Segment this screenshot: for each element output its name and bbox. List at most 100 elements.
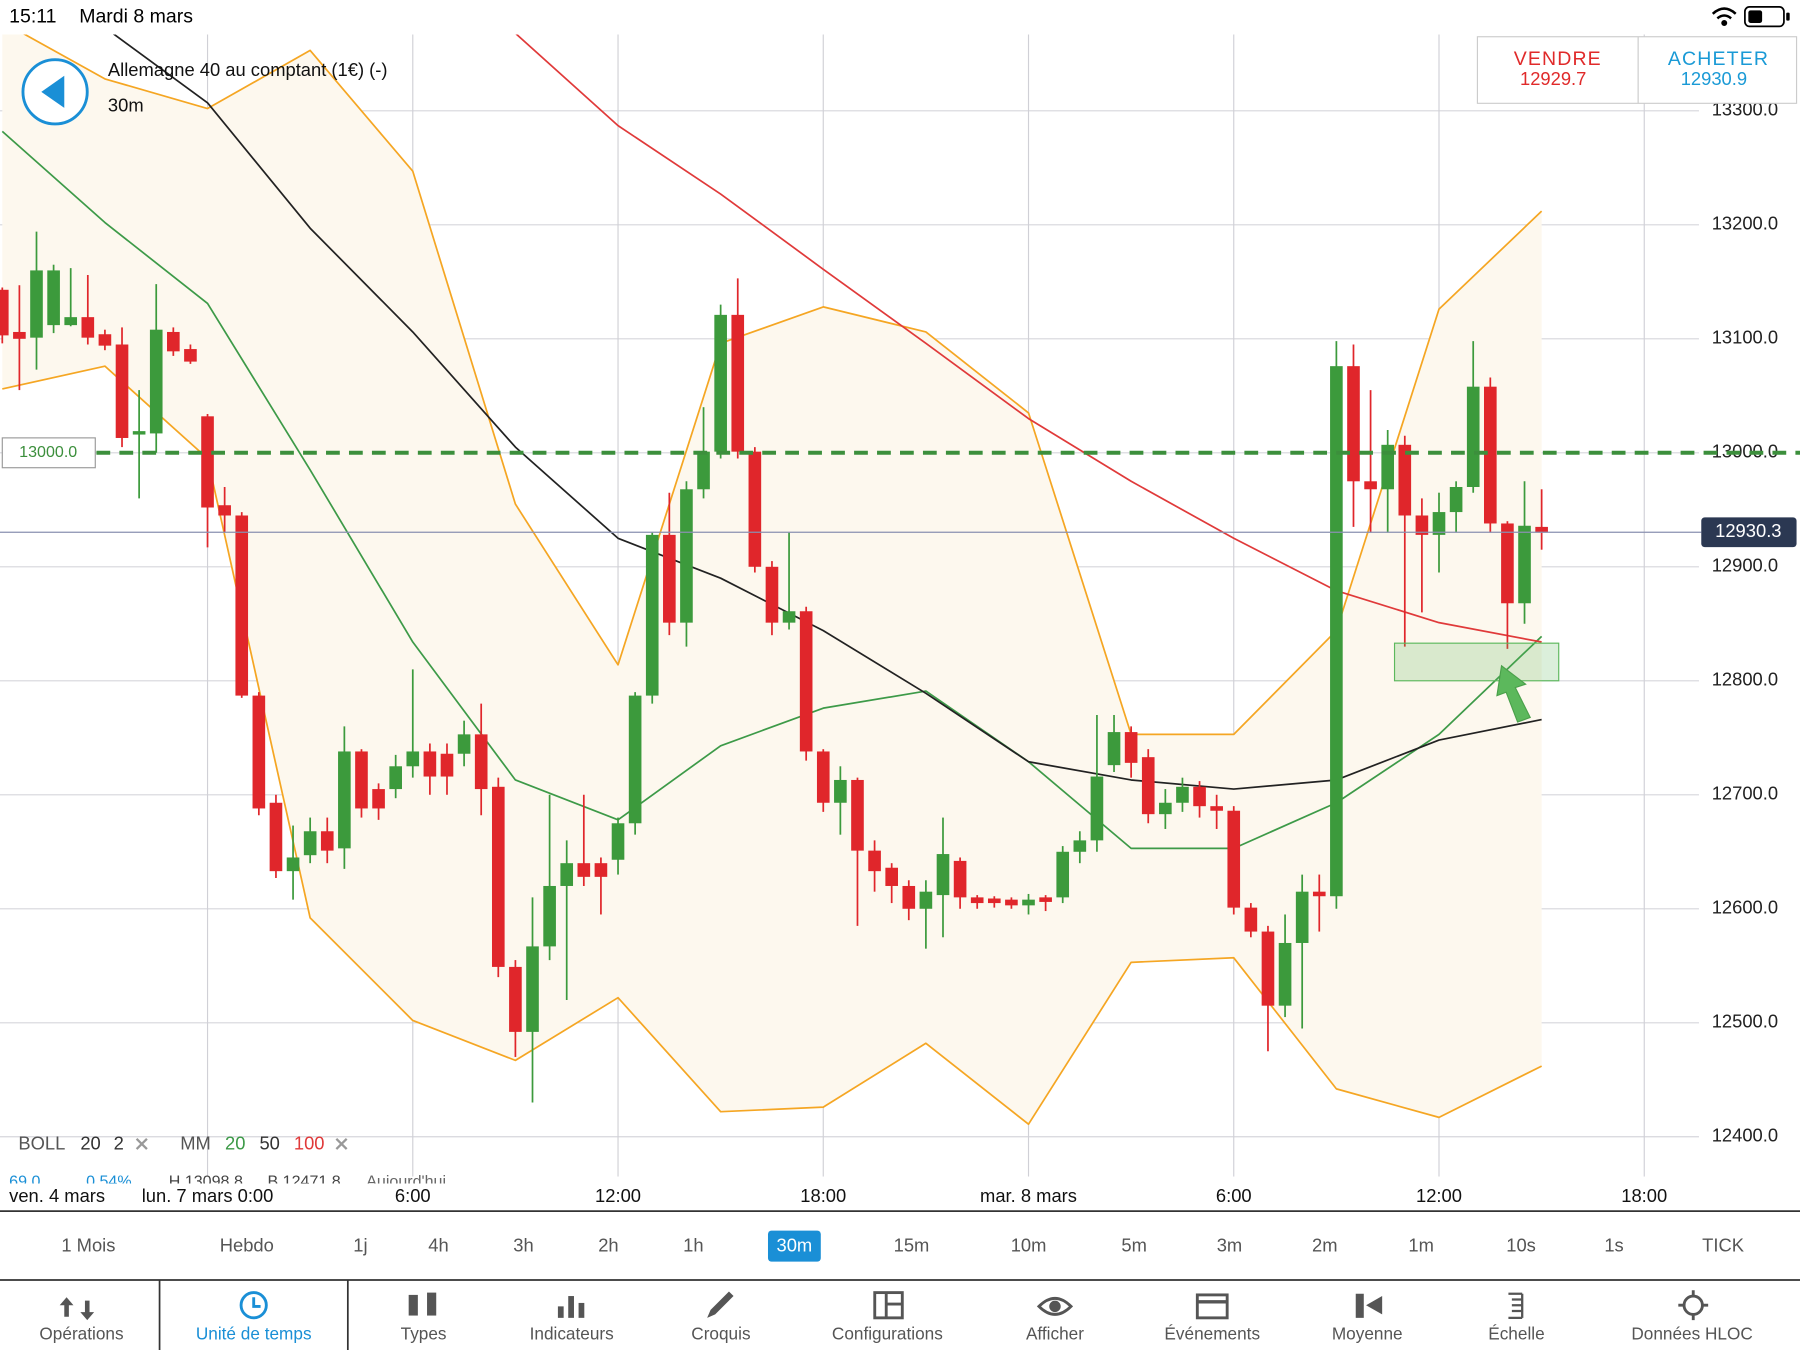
candle-body — [1193, 786, 1206, 807]
candle-body — [509, 966, 522, 1032]
timeframe-button[interactable]: 2h — [598, 1235, 618, 1256]
candle-body — [577, 863, 591, 877]
candle-body — [816, 751, 830, 803]
stat: Aujourd'hui — [366, 1173, 446, 1191]
timeframe-button[interactable]: 4h — [428, 1235, 448, 1256]
candle-body — [1295, 891, 1309, 943]
toolbar-button[interactable]: Événements — [1164, 1324, 1260, 1344]
candle-body — [1466, 386, 1480, 487]
bollinger-lower — [2, 365, 1543, 1126]
toolbar-button[interactable]: Unité de temps — [196, 1324, 312, 1344]
candle-body — [543, 885, 556, 947]
timeframe-selected-bg[interactable] — [767, 1230, 821, 1262]
candle-body — [1210, 806, 1223, 811]
timeframe-button[interactable]: TICK — [1702, 1235, 1745, 1256]
alert-label-box — [1, 437, 96, 469]
x-tick-label: mar. 8 mars — [980, 1185, 1077, 1206]
buy-button[interactable]: ACHETER 12930.9 — [1668, 48, 1769, 89]
candle-body — [560, 863, 574, 886]
timeframe-button[interactable]: 10s — [1506, 1235, 1536, 1256]
candle-body — [184, 349, 197, 362]
candle-body — [1005, 899, 1018, 906]
candle-body — [406, 751, 420, 767]
candle-body — [491, 786, 505, 967]
candle-body — [645, 534, 659, 696]
toolbar-button[interactable]: Données HLOC — [1631, 1324, 1752, 1344]
sell-button[interactable]: VENDRE 12929.7 — [1514, 48, 1602, 89]
buy-label[interactable]: ACHETER — [1668, 48, 1769, 70]
y-tick-label: 13300.0 — [1712, 99, 1778, 120]
candle-body — [372, 789, 385, 809]
alert-label: 13000.0 — [19, 443, 77, 461]
timeframe-button[interactable]: 30m — [777, 1235, 813, 1256]
candle-body — [1501, 523, 1514, 604]
candle-body — [970, 897, 984, 904]
candle-body — [1484, 386, 1497, 524]
back-button[interactable] — [21, 58, 89, 126]
remove-ma[interactable] — [335, 1137, 348, 1150]
ma-period[interactable]: 50 — [259, 1132, 279, 1153]
candle-body — [1227, 810, 1241, 908]
toolbar-button[interactable]: Moyenne — [1332, 1324, 1403, 1344]
timeframe-button[interactable]: 1s — [1604, 1235, 1623, 1256]
plot-area — [0, 34, 1699, 1177]
candle-body — [748, 451, 762, 567]
indicator-legend[interactable]: BOLL 20 2 MM 20 50 100 — [18, 1132, 348, 1153]
timeframe-button[interactable]: 15m — [894, 1235, 930, 1256]
x-axis-band — [0, 1183, 1800, 1212]
toolbar-button[interactable]: Afficher — [1026, 1324, 1084, 1344]
toolbar-button[interactable]: Opérations — [39, 1324, 123, 1344]
timeframe-button[interactable]: 10m — [1011, 1235, 1047, 1256]
candle-body — [1415, 515, 1429, 535]
timeframe-button[interactable]: 1m — [1408, 1235, 1434, 1256]
candle-body — [320, 831, 334, 851]
candle-body — [1056, 851, 1070, 898]
timeframe-button[interactable]: 3m — [1217, 1235, 1243, 1256]
toolbar-button[interactable]: Échelle — [1488, 1324, 1544, 1344]
timeframe-button[interactable]: Hebdo — [220, 1235, 274, 1256]
candle-body — [663, 534, 676, 623]
x-tick-label: 6:00 — [395, 1185, 431, 1206]
candle-body — [167, 331, 180, 352]
timeframe-button[interactable]: 3h — [513, 1235, 533, 1256]
candle-body — [987, 898, 1001, 904]
remove-boll[interactable] — [135, 1137, 148, 1150]
last-price-box — [1701, 517, 1797, 548]
candle-body — [885, 867, 898, 886]
candle-body — [1244, 907, 1258, 932]
ma-period[interactable]: 20 — [225, 1132, 245, 1153]
candle-body — [1022, 899, 1035, 906]
candle-body — [697, 451, 710, 490]
candle-body — [1330, 366, 1343, 897]
y-tick-label: 12700.0 — [1712, 783, 1778, 804]
sell-label[interactable]: VENDRE — [1514, 48, 1602, 70]
toolbar-button[interactable]: Types — [401, 1324, 447, 1344]
toolbar-button[interactable]: Croquis — [691, 1324, 750, 1344]
candle-body — [765, 566, 779, 623]
timeframe-button[interactable]: 2m — [1312, 1235, 1338, 1256]
timeframe-button[interactable]: 1j — [353, 1235, 367, 1256]
y-tick-label: 12500.0 — [1712, 1011, 1778, 1032]
axes: 13300.0 13200.0 13100.0 13000.0 12900.0 12800… — [0, 99, 1800, 1146]
y-tick-label: 12800.0 — [1712, 669, 1778, 690]
buy-price[interactable]: 12930.9 — [1681, 68, 1747, 89]
timeframe-button[interactable]: 1 Mois — [61, 1235, 115, 1256]
timeframe-selector: 1 Mois Hebdo 1j 4h 3h 2h 1h 30m 15m 10m 5m 3m 2m 1m 10… — [61, 1230, 1745, 1262]
candle-body — [1278, 942, 1292, 1006]
sell-price[interactable]: 12929.7 — [1520, 68, 1586, 89]
boll-deviation[interactable]: 2 — [114, 1132, 124, 1153]
toolbar-button[interactable]: Configurations — [832, 1324, 943, 1344]
timeframe-button[interactable]: 5m — [1121, 1235, 1147, 1256]
candle-body — [1518, 525, 1531, 604]
timeframe-button[interactable]: 1h — [683, 1235, 703, 1256]
boll-label[interactable]: BOLL — [18, 1132, 65, 1153]
boll-period[interactable]: 20 — [80, 1132, 100, 1153]
toolbar-button[interactable]: Indicateurs — [530, 1324, 614, 1344]
candle-body — [389, 766, 402, 790]
candle-body — [303, 831, 317, 856]
y-tick-label: 12600.0 — [1712, 897, 1778, 918]
ma-label[interactable]: MM — [180, 1132, 211, 1153]
ma-period[interactable]: 100 — [294, 1132, 325, 1153]
candle-body — [98, 334, 112, 346]
status-date: Mardi 8 mars — [79, 5, 193, 27]
